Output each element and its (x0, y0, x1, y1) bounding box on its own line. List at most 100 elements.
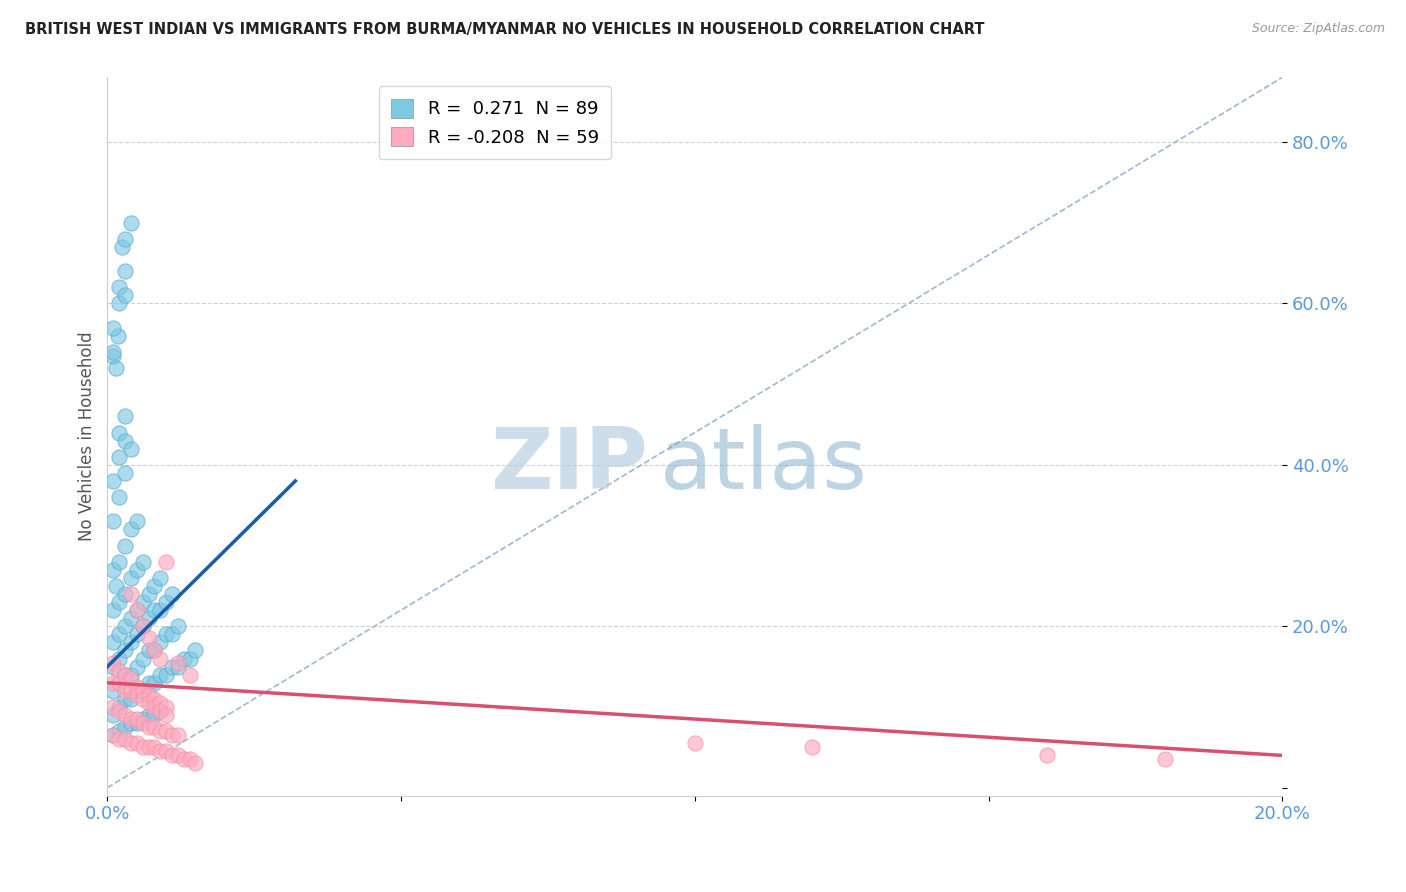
Point (114, 643, 136, 657)
Point (125, 683, 148, 698)
Point (149, 651, 172, 665)
Point (120, 442, 142, 456)
Point (149, 603, 172, 617)
Point (125, 659, 148, 673)
Point (111, 240, 134, 254)
Point (114, 667, 136, 681)
Point (120, 736, 142, 750)
Point (160, 659, 183, 673)
Point (167, 659, 190, 673)
Point (114, 409, 136, 424)
Point (114, 434, 136, 448)
Point (160, 728, 183, 742)
Point (138, 611, 160, 625)
Point (683, 736, 706, 750)
Point (103, 675, 125, 690)
Point (114, 619, 136, 633)
Point (138, 688, 160, 702)
Point (155, 724, 177, 739)
Text: atlas: atlas (659, 424, 868, 507)
Y-axis label: No Vehicles in Household: No Vehicles in Household (79, 332, 96, 541)
Point (103, 474, 125, 488)
Point (120, 635, 142, 649)
Point (103, 728, 125, 742)
Point (149, 571, 172, 585)
Point (108, 675, 131, 690)
Point (114, 232, 136, 246)
Point (114, 288, 136, 302)
Point (143, 740, 166, 755)
Point (114, 587, 136, 601)
Point (120, 667, 142, 681)
Point (143, 720, 166, 734)
Point (167, 728, 190, 742)
Point (131, 651, 153, 665)
Point (160, 627, 183, 641)
Point (108, 595, 131, 609)
Point (131, 555, 153, 569)
Point (103, 635, 125, 649)
Text: BRITISH WEST INDIAN VS IMMIGRANTS FROM BURMA/MYANMAR NO VEHICLES IN HOUSEHOLD CO: BRITISH WEST INDIAN VS IMMIGRANTS FROM B… (25, 22, 984, 37)
Point (108, 450, 131, 464)
Point (1036, 748, 1059, 763)
Point (120, 216, 142, 230)
Point (149, 724, 172, 739)
Point (108, 555, 131, 569)
Point (107, 328, 129, 343)
Point (105, 361, 128, 376)
Point (131, 683, 153, 698)
Point (125, 514, 148, 528)
Text: ZIP: ZIP (491, 424, 648, 507)
Point (103, 683, 125, 698)
Point (108, 700, 131, 714)
Point (143, 603, 166, 617)
Point (138, 696, 160, 710)
Point (149, 704, 172, 718)
Point (184, 643, 207, 657)
Point (108, 732, 131, 747)
Point (108, 296, 131, 310)
Point (131, 692, 153, 706)
Point (149, 704, 172, 718)
Point (120, 712, 142, 726)
Point (103, 708, 125, 723)
Point (131, 712, 153, 726)
Point (103, 514, 125, 528)
Point (125, 627, 148, 641)
Point (108, 490, 131, 504)
Point (125, 603, 148, 617)
Point (155, 700, 177, 714)
Point (114, 264, 136, 278)
Point (131, 619, 153, 633)
Point (149, 635, 172, 649)
Point (103, 603, 125, 617)
Point (103, 349, 125, 363)
Point (120, 716, 142, 731)
Point (120, 672, 142, 686)
Point (125, 563, 148, 577)
Point (167, 656, 190, 670)
Point (125, 716, 148, 731)
Point (108, 280, 131, 294)
Point (155, 708, 177, 723)
Point (108, 724, 131, 739)
Point (143, 708, 166, 723)
Point (160, 587, 183, 601)
Point (149, 667, 172, 681)
Point (179, 667, 201, 681)
Point (143, 692, 166, 706)
Point (138, 587, 160, 601)
Text: Source: ZipAtlas.com: Source: ZipAtlas.com (1251, 22, 1385, 36)
Point (131, 716, 153, 731)
Point (125, 603, 148, 617)
Point (120, 692, 142, 706)
Point (167, 748, 190, 763)
Point (103, 320, 125, 334)
Point (114, 667, 136, 681)
Point (114, 692, 136, 706)
Point (108, 627, 131, 641)
Point (131, 619, 153, 633)
Point (103, 700, 125, 714)
Point (143, 643, 166, 657)
Point (184, 756, 207, 771)
